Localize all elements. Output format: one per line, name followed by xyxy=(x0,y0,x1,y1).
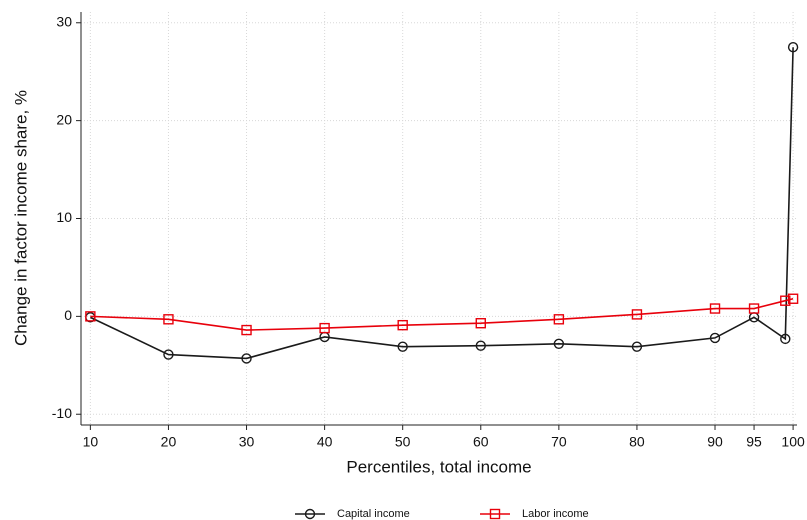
x-tick-label: 90 xyxy=(707,434,723,450)
legend-marker xyxy=(304,508,316,520)
data-point xyxy=(475,340,486,351)
data-point xyxy=(631,341,643,352)
y-axis-title: Change in factor income share, % xyxy=(11,90,30,346)
data-point xyxy=(709,332,721,344)
y-tick-label: 10 xyxy=(56,209,72,225)
x-tick-label: 95 xyxy=(746,434,762,450)
x-tick-label: 30 xyxy=(239,434,255,450)
data-point xyxy=(163,314,174,325)
data-point xyxy=(241,353,252,364)
x-tick-label: 70 xyxy=(551,434,567,450)
series-line xyxy=(90,297,794,331)
data-point xyxy=(475,318,486,329)
y-tick-label: 20 xyxy=(56,111,72,127)
data-point xyxy=(553,338,565,349)
y-tick-label: 30 xyxy=(56,13,72,29)
data-point xyxy=(553,314,565,325)
legend-label: Labor income xyxy=(522,508,589,520)
x-tick-label: 50 xyxy=(395,434,411,450)
data-point xyxy=(748,303,760,314)
data-point xyxy=(241,324,252,336)
data-point xyxy=(631,309,643,320)
data-point xyxy=(787,293,799,304)
x-tick-label: 60 xyxy=(473,434,489,450)
legend-label: Capital income xyxy=(337,508,410,520)
series-line xyxy=(90,47,794,360)
x-tick-label: 10 xyxy=(83,434,99,450)
x-tick-label: 40 xyxy=(317,434,333,450)
y-tick-label: -10 xyxy=(52,405,72,421)
data-point xyxy=(397,341,408,352)
data-point xyxy=(709,303,721,314)
legend-marker xyxy=(489,508,501,520)
x-tick-label: 80 xyxy=(629,434,645,450)
data-point xyxy=(319,322,330,334)
data-point xyxy=(780,295,791,306)
x-tick-label: 100 xyxy=(781,434,805,450)
data-point xyxy=(397,319,408,331)
y-tick-label: 0 xyxy=(64,307,72,323)
data-point xyxy=(163,349,174,360)
data-point xyxy=(787,42,799,53)
x-axis-title: Percentiles, total income xyxy=(346,457,531,476)
data-point xyxy=(780,333,791,345)
x-tick-label: 20 xyxy=(161,434,177,450)
data-point xyxy=(85,311,96,322)
